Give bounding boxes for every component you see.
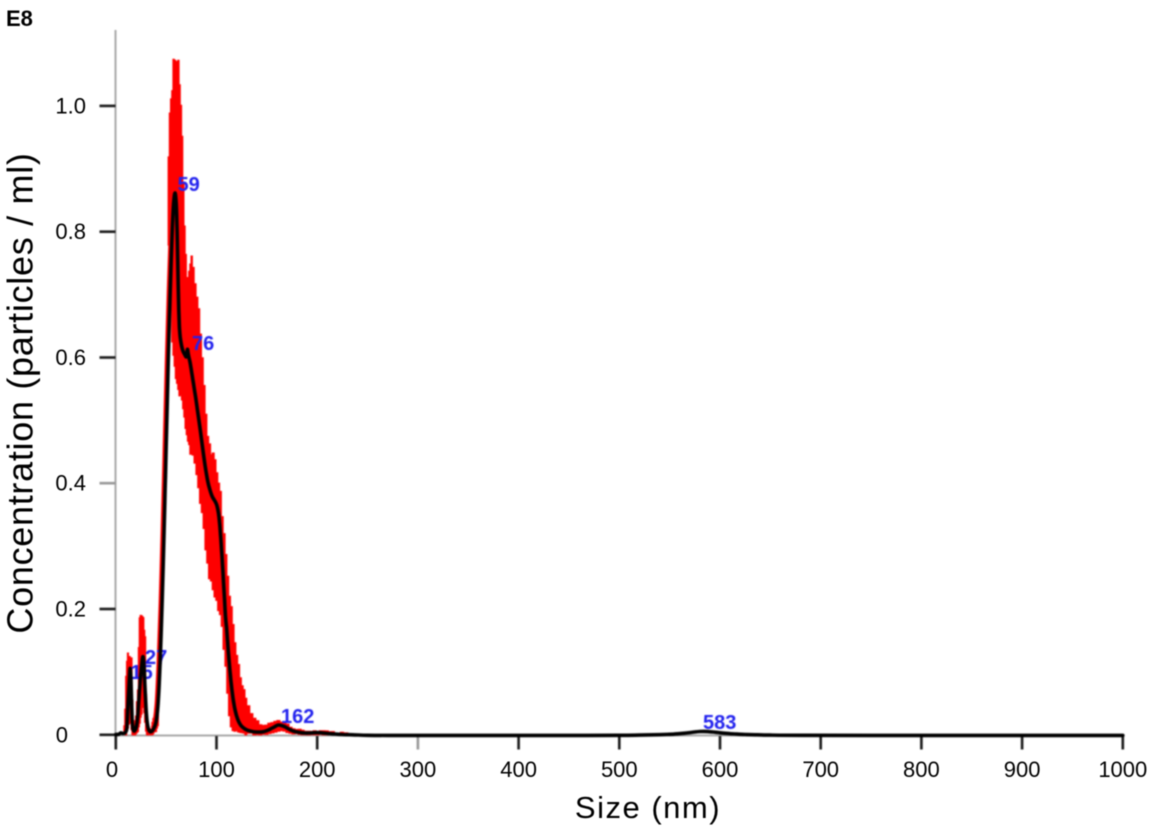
svg-text:0.4: 0.4: [55, 471, 86, 496]
svg-text:0.8: 0.8: [55, 219, 86, 244]
svg-text:E8: E8: [6, 6, 33, 31]
svg-text:162: 162: [281, 706, 314, 728]
svg-text:700: 700: [802, 757, 839, 782]
svg-text:200: 200: [299, 757, 336, 782]
svg-text:100: 100: [198, 757, 235, 782]
svg-text:0.6: 0.6: [55, 345, 86, 370]
svg-text:0.2: 0.2: [55, 597, 86, 622]
svg-text:500: 500: [601, 757, 638, 782]
svg-text:400: 400: [500, 757, 537, 782]
svg-text:1000: 1000: [1098, 757, 1147, 782]
svg-text:800: 800: [903, 757, 940, 782]
svg-text:600: 600: [702, 757, 739, 782]
svg-text:0: 0: [106, 757, 118, 782]
svg-text:583: 583: [703, 712, 736, 734]
svg-text:76: 76: [192, 333, 214, 355]
svg-text:0: 0: [56, 722, 68, 747]
svg-text:Concentration (particles / ml): Concentration (particles / ml): [0, 152, 41, 633]
svg-text:900: 900: [1004, 757, 1041, 782]
svg-text:1.0: 1.0: [55, 93, 86, 118]
svg-text:300: 300: [400, 757, 437, 782]
svg-text:Size (nm): Size (nm): [575, 790, 721, 825]
svg-text:59: 59: [178, 174, 200, 196]
